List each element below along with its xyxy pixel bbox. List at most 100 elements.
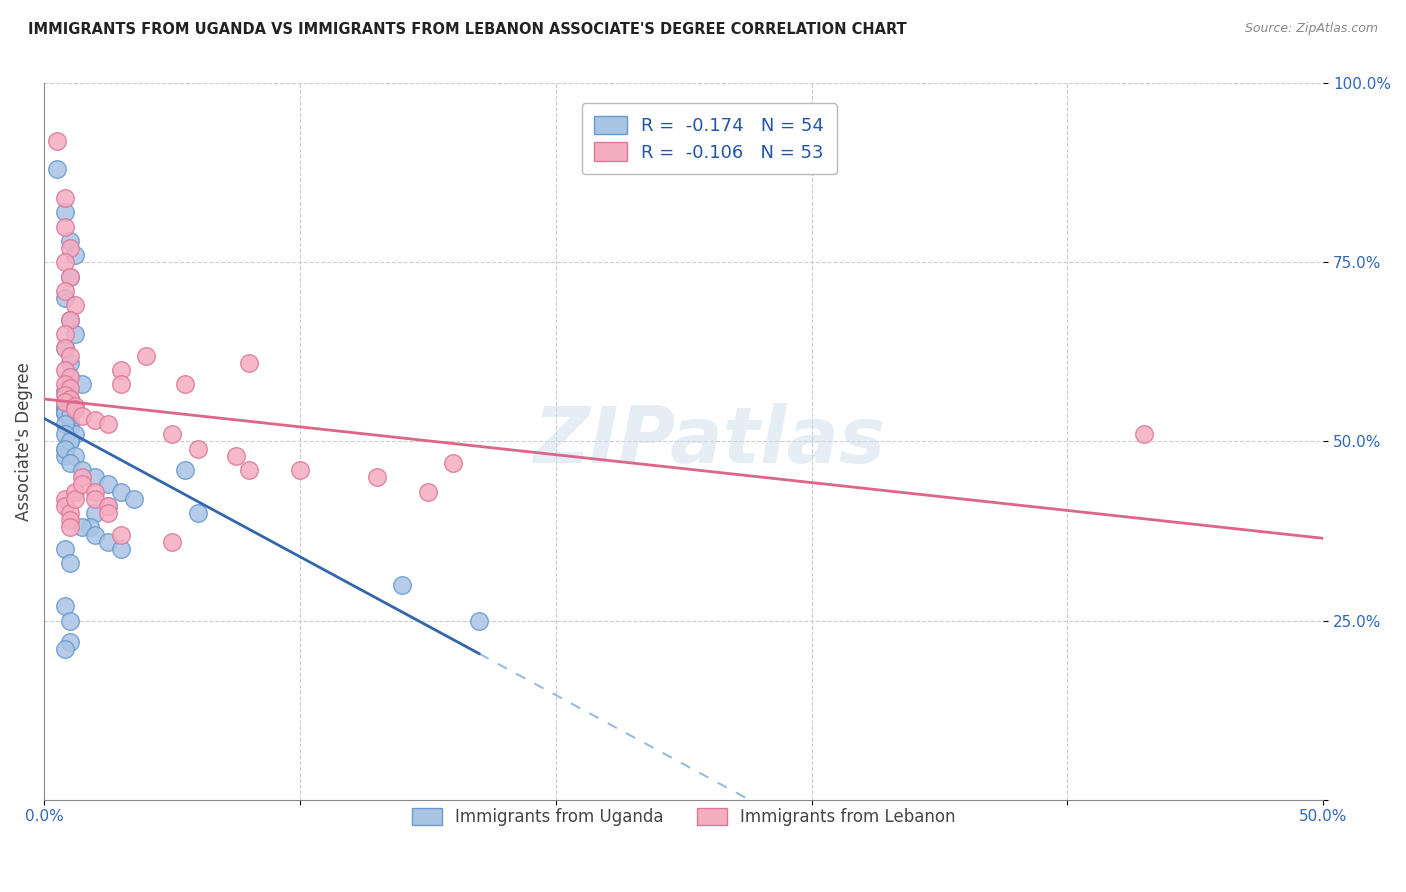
Point xyxy=(59,456,82,470)
Point xyxy=(53,363,76,377)
Point xyxy=(53,219,76,234)
Point xyxy=(160,427,183,442)
Point xyxy=(173,377,195,392)
Point xyxy=(135,349,157,363)
Point xyxy=(468,614,491,628)
Point xyxy=(72,377,94,392)
Point xyxy=(59,356,82,370)
Point xyxy=(53,191,76,205)
Point xyxy=(59,370,82,384)
Point xyxy=(110,527,132,541)
Point xyxy=(59,413,82,427)
Point xyxy=(84,491,107,506)
Point xyxy=(59,434,82,449)
Point xyxy=(53,384,76,399)
Point xyxy=(63,327,86,342)
Point xyxy=(84,484,107,499)
Point xyxy=(110,377,132,392)
Point xyxy=(84,506,107,520)
Point xyxy=(53,342,76,356)
Text: Source: ZipAtlas.com: Source: ZipAtlas.com xyxy=(1244,22,1378,36)
Point xyxy=(84,470,107,484)
Point xyxy=(59,370,82,384)
Point xyxy=(225,449,247,463)
Point xyxy=(84,527,107,541)
Point xyxy=(63,449,86,463)
Point xyxy=(59,312,82,326)
Point xyxy=(63,484,86,499)
Point xyxy=(53,255,76,269)
Point xyxy=(53,395,76,409)
Point xyxy=(63,298,86,312)
Point xyxy=(53,342,76,356)
Point xyxy=(416,484,439,499)
Point xyxy=(173,463,195,477)
Point xyxy=(45,162,67,177)
Point xyxy=(110,363,132,377)
Point xyxy=(1133,427,1156,442)
Point xyxy=(72,409,94,424)
Point xyxy=(63,427,86,442)
Point xyxy=(97,506,120,520)
Point xyxy=(97,477,120,491)
Point xyxy=(63,491,86,506)
Point xyxy=(63,402,86,417)
Point xyxy=(53,327,76,342)
Point xyxy=(366,470,388,484)
Point xyxy=(84,413,107,427)
Point xyxy=(97,499,120,513)
Point xyxy=(53,402,76,417)
Point xyxy=(53,399,76,413)
Point xyxy=(72,470,94,484)
Point xyxy=(59,520,82,534)
Point xyxy=(72,463,94,477)
Point xyxy=(53,491,76,506)
Point xyxy=(59,420,82,434)
Point xyxy=(288,463,311,477)
Point xyxy=(53,442,76,456)
Point xyxy=(63,399,86,413)
Point xyxy=(97,417,120,431)
Point xyxy=(53,406,76,420)
Point xyxy=(53,406,76,420)
Y-axis label: Associate's Degree: Associate's Degree xyxy=(15,362,32,521)
Point xyxy=(53,449,76,463)
Point xyxy=(72,477,94,491)
Point xyxy=(110,484,132,499)
Point xyxy=(45,134,67,148)
Point xyxy=(53,642,76,657)
Point xyxy=(53,427,76,442)
Point xyxy=(59,392,82,406)
Text: IMMIGRANTS FROM UGANDA VS IMMIGRANTS FROM LEBANON ASSOCIATE'S DEGREE CORRELATION: IMMIGRANTS FROM UGANDA VS IMMIGRANTS FRO… xyxy=(28,22,907,37)
Point xyxy=(59,241,82,255)
Point xyxy=(59,234,82,248)
Legend: Immigrants from Uganda, Immigrants from Lebanon: Immigrants from Uganda, Immigrants from … xyxy=(404,799,965,834)
Point xyxy=(110,541,132,556)
Point xyxy=(53,205,76,219)
Point xyxy=(160,534,183,549)
Point xyxy=(238,463,260,477)
Point xyxy=(97,499,120,513)
Point xyxy=(59,556,82,570)
Point xyxy=(63,248,86,262)
Point xyxy=(53,284,76,298)
Point xyxy=(187,442,209,456)
Point xyxy=(72,520,94,534)
Point xyxy=(238,356,260,370)
Point xyxy=(59,312,82,326)
Point xyxy=(53,442,76,456)
Point xyxy=(59,513,82,527)
Point xyxy=(53,499,76,513)
Point xyxy=(59,506,82,520)
Point xyxy=(443,456,465,470)
Point xyxy=(59,635,82,649)
Point xyxy=(187,506,209,520)
Point xyxy=(391,577,413,591)
Point xyxy=(53,388,76,402)
Point xyxy=(59,269,82,284)
Point xyxy=(59,434,82,449)
Point xyxy=(53,541,76,556)
Point xyxy=(59,269,82,284)
Point xyxy=(59,614,82,628)
Point xyxy=(59,392,82,406)
